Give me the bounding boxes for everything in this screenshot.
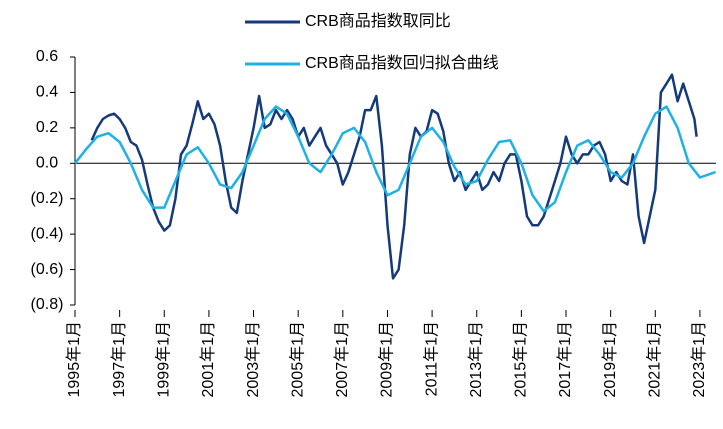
x-tick-label: 2007年1月	[333, 321, 351, 398]
y-tick-label: 0.0	[36, 155, 58, 172]
y-tick-label: (0.8)	[31, 296, 64, 313]
legend-label: CRB商品指数回归拟合曲线	[305, 54, 499, 72]
y-tick-label: (0.2)	[31, 190, 64, 207]
x-tick-label: 1995年1月	[65, 321, 83, 398]
y-tick-label: (0.4)	[31, 225, 64, 242]
y-tick-label: 0.6	[36, 48, 58, 65]
x-tick-label: 2011年1月	[422, 321, 440, 396]
x-tick-label: 1997年1月	[110, 321, 128, 398]
x-tick-label: 2017年1月	[556, 321, 574, 398]
x-tick-label: 2005年1月	[288, 321, 306, 398]
x-tick-label: 2013年1月	[467, 321, 485, 398]
y-tick-label: 0.2	[36, 119, 58, 136]
x-tick-label: 2009年1月	[378, 321, 396, 398]
y-tick-label: 0.4	[36, 84, 58, 101]
series-line	[74, 105, 717, 213]
legend-label: CRB商品指数取同比	[305, 12, 451, 30]
y-tick-label: (0.6)	[31, 261, 64, 278]
x-tick-label: 2003年1月	[244, 321, 262, 398]
x-tick-label: 2019年1月	[601, 321, 619, 398]
x-tick-label: 2001年1月	[199, 321, 217, 398]
x-tick-label: 1999年1月	[154, 321, 172, 398]
x-tick-label: 2015年1月	[512, 321, 530, 398]
series-line	[90, 73, 698, 280]
x-tick-label: 2023年1月	[690, 321, 708, 398]
x-tick-label: 2021年1月	[646, 321, 664, 398]
